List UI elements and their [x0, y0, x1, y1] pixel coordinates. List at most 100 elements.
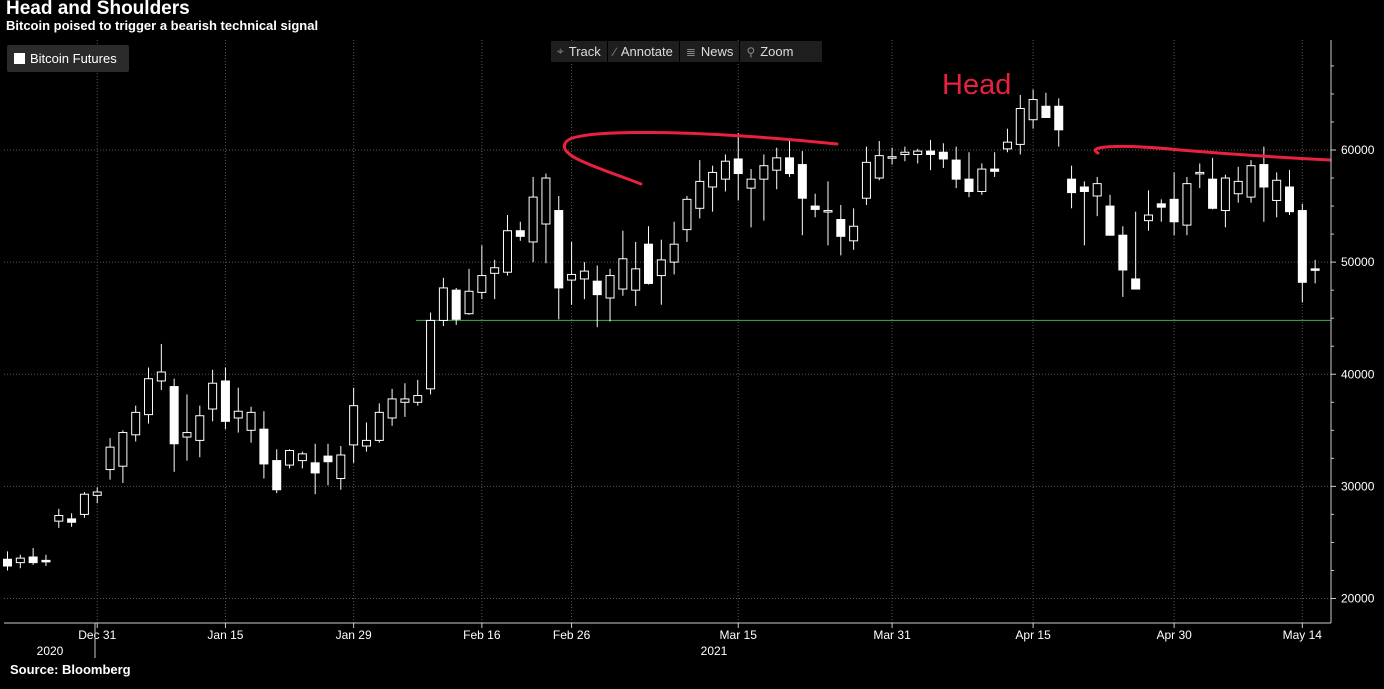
candle-body: [233, 410, 243, 419]
candle-body: [1169, 198, 1179, 223]
zoom-label: Zoom: [760, 44, 794, 59]
candle-body: [1272, 179, 1282, 201]
track-button[interactable]: ⌖ Track: [551, 41, 608, 62]
candle-body: [361, 439, 371, 447]
candle-body: [861, 161, 871, 199]
left-shoulder-curve: [562, 130, 839, 186]
head-annotation: Head: [942, 69, 1011, 101]
candle-body: [92, 491, 102, 496]
candle-body: [567, 273, 577, 281]
y-tick-label: 60000: [1341, 143, 1375, 157]
candle-body: [951, 159, 961, 180]
candle-body: [1131, 278, 1141, 290]
candle-body: [131, 411, 141, 436]
candle-body: [285, 449, 295, 466]
candle-body: [1002, 141, 1012, 150]
candle-body: [15, 557, 25, 564]
candle-body: [374, 411, 384, 441]
candle-body: [144, 378, 154, 416]
candle-body: [618, 258, 628, 290]
candle-body: [502, 230, 512, 273]
annotate-label: Annotate: [620, 44, 673, 59]
candle-body: [182, 432, 192, 438]
candle-body: [1105, 205, 1115, 236]
candle-body: [1067, 178, 1077, 194]
candle-body: [669, 243, 679, 263]
candle-body: [515, 230, 525, 237]
candle-body: [733, 158, 743, 175]
candle-body: [1156, 203, 1166, 208]
candle-body: [746, 178, 756, 189]
chart-subtitle: Bitcoin poised to trigger a bearish tech…: [6, 18, 319, 33]
candle-body: [208, 382, 218, 410]
legend-label: Bitcoin Futures: [30, 51, 117, 66]
candle-body: [169, 386, 179, 445]
candle-body: [413, 395, 423, 403]
candle-body: [874, 155, 884, 179]
y-tick-label: 40000: [1341, 367, 1375, 381]
zoom-button[interactable]: ⚲ Zoom: [740, 41, 799, 62]
x-tick-label: May 14: [1283, 628, 1323, 642]
year-label: 2021: [701, 644, 728, 658]
candle-body: [810, 205, 820, 210]
candle-body: [887, 156, 897, 159]
zoom-icon: ⚲: [746, 44, 756, 59]
x-tick-label: Jan 29: [336, 628, 372, 642]
candle-body: [1285, 186, 1294, 213]
candles: [3, 89, 1320, 571]
candle-body: [644, 243, 653, 284]
candle-body: [1092, 183, 1102, 197]
annotate-button[interactable]: ∕ Annotate: [608, 41, 680, 62]
candle-body: [1054, 105, 1064, 131]
candle-body: [477, 275, 487, 293]
candle-body: [990, 168, 1000, 172]
candle-body: [605, 275, 615, 299]
candle-body: [592, 280, 602, 296]
y-tick-label: 20000: [1341, 592, 1375, 606]
candle-body: [323, 455, 333, 463]
candle-body: [1220, 177, 1230, 212]
candle-body: [528, 196, 538, 243]
candle-body: [272, 460, 282, 491]
candle-body: [1246, 165, 1256, 198]
x-tick-label: Jan 15: [207, 628, 243, 642]
news-icon: ≣: [685, 44, 696, 59]
grid-lines: [4, 40, 1331, 623]
candle-body: [426, 319, 436, 390]
candle-body: [1310, 268, 1320, 271]
track-label: Track: [568, 44, 601, 59]
candle-body: [1259, 164, 1269, 188]
candle-body: [156, 371, 166, 382]
x-tick-label: Apr 15: [1015, 628, 1051, 642]
candle-body: [1118, 234, 1128, 271]
candle-body: [1297, 210, 1307, 283]
candle-body: [259, 428, 269, 465]
candle-body: [579, 270, 589, 280]
candle-body: [785, 157, 795, 175]
candle-body: [964, 178, 974, 192]
candle-body: [464, 290, 474, 315]
annotations: Head: [562, 69, 1332, 186]
candle-body: [759, 165, 769, 180]
candle-body: [220, 380, 230, 422]
candle-body: [246, 411, 256, 431]
candle-body: [79, 493, 89, 515]
candle-body: [400, 398, 410, 403]
y-tick-label: 30000: [1341, 479, 1375, 493]
candle-body: [1079, 186, 1089, 192]
candle-body: [913, 150, 923, 155]
candle-body: [823, 210, 833, 213]
legend[interactable]: Bitcoin Futures: [7, 45, 129, 72]
news-button[interactable]: ≣ News: [680, 41, 741, 62]
candle-body: [54, 515, 64, 522]
candle-body: [1208, 178, 1218, 209]
candle-body: [682, 198, 692, 231]
candle-body: [336, 454, 346, 480]
candle-body: [1195, 171, 1205, 175]
x-tick-label: Feb 16: [463, 628, 501, 642]
chart-toolbar: ⌖ Track ∕ Annotate ≣ News ⚲ Zoom: [551, 41, 822, 62]
candle-body: [118, 432, 128, 467]
candle-body: [1233, 180, 1243, 195]
legend-swatch: [14, 53, 25, 64]
